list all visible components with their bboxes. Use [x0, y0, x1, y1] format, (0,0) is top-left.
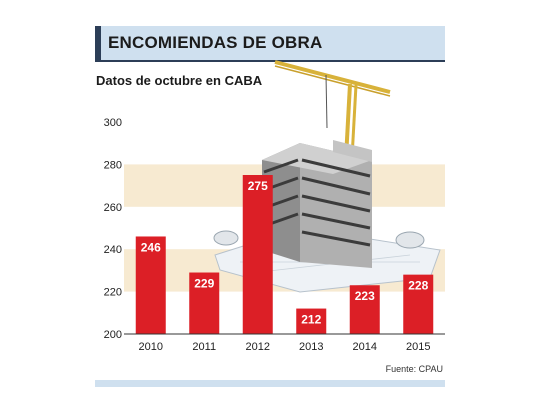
bar-value-label: 246: [141, 240, 161, 254]
building-illustration: [213, 60, 441, 293]
bar: [296, 308, 327, 334]
y-tick-label: 280: [104, 159, 122, 171]
y-tick-label: 300: [104, 117, 122, 129]
chart-title: ENCOMIENDAS DE OBRA: [108, 33, 323, 52]
bar: [242, 175, 273, 334]
y-tick-label: 220: [104, 287, 122, 299]
bar: [189, 272, 220, 334]
y-tick-label: 200: [104, 329, 122, 341]
title-accent: [95, 26, 101, 60]
bar-value-label: 229: [194, 277, 214, 291]
x-tick-label: 2014: [353, 341, 377, 353]
bar: [349, 285, 380, 334]
bar-value-label: 223: [355, 289, 375, 303]
x-axis: 2010 2011 2012 2013 2014 2015: [139, 341, 431, 353]
y-tick-label: 260: [104, 202, 122, 214]
bar: [135, 236, 166, 334]
bar: [403, 274, 434, 334]
bars: 246 229 275 212 223 228: [135, 175, 434, 334]
bar-value-label: 212: [301, 313, 321, 327]
chart-subtitle: Datos de octubre en CABA: [96, 73, 263, 88]
x-tick-label: 2010: [139, 341, 163, 353]
source-note: Fuente: CPAU: [385, 364, 443, 374]
x-tick-label: 2015: [406, 341, 430, 353]
x-tick-label: 2013: [299, 341, 323, 353]
y-axis: 200 220 240 260 280 300: [104, 117, 122, 341]
x-tick-label: 2012: [246, 341, 270, 353]
bar-value-label: 228: [408, 279, 428, 293]
title-bar: [95, 26, 445, 62]
bottom-bar: [95, 380, 445, 387]
bar-value-label: 275: [248, 179, 268, 193]
y-tick-label: 240: [104, 244, 122, 256]
x-tick-label: 2011: [192, 341, 216, 353]
